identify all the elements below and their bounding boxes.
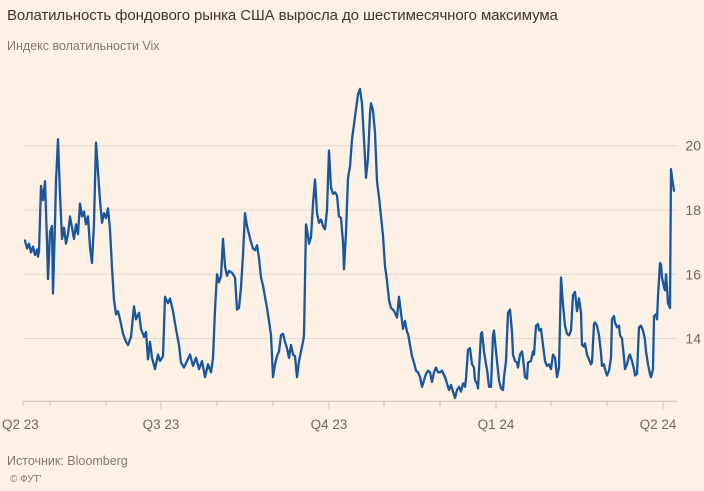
x-axis-label-q1-24: Q1 24	[478, 417, 515, 432]
y-axis-label-18: 18	[685, 202, 701, 218]
chart-subtitle: Индекс волатильности Vix	[7, 39, 160, 53]
chart-title: Волатильность фондового рынка США выросл…	[7, 7, 558, 24]
source-note: Источник: Bloomberg	[7, 454, 128, 468]
y-axis-label-16: 16	[685, 266, 701, 282]
y-axis-label-14: 14	[685, 331, 701, 347]
x-axis-label-q2-24: Q2 24	[640, 417, 677, 432]
y-axis-label-20: 20	[685, 138, 701, 154]
vix-series-line	[23, 87, 676, 400]
x-axis-label-q4-23: Q4 23	[311, 417, 348, 432]
x-axis-label-q2-23: Q2 23	[2, 417, 39, 432]
x-axis-label-q3-23: Q3 23	[143, 417, 180, 432]
copyright-note: © ФУТ'	[10, 474, 42, 485]
